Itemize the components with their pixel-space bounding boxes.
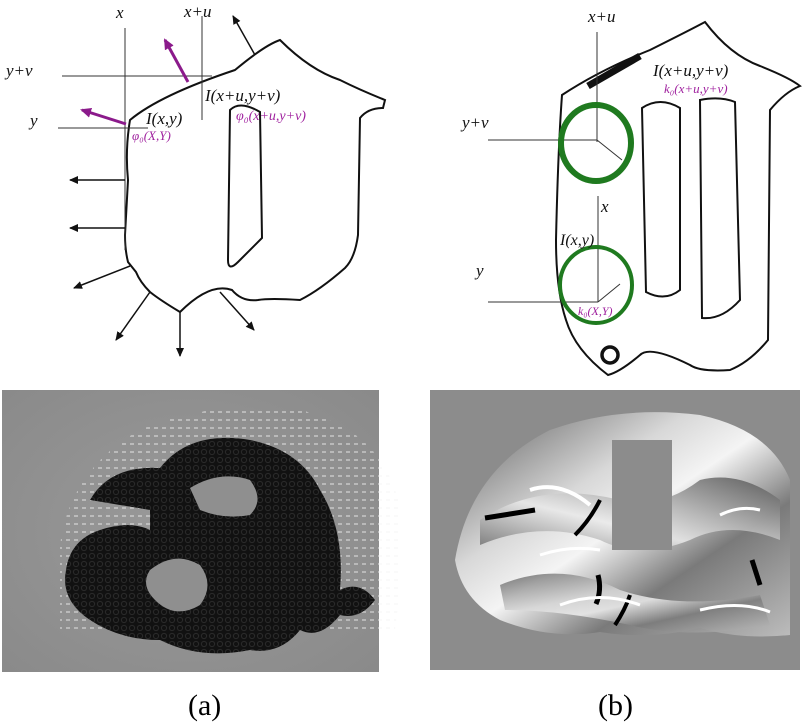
- caption-b: (b): [598, 689, 633, 722]
- label-I-xu-yv-b: I(x+u,y+v): [652, 61, 729, 80]
- bright-stripe: [539, 546, 601, 557]
- label-xu: x+u: [183, 2, 212, 21]
- bright-stripe: [719, 506, 761, 517]
- glyph-a-counter: [226, 104, 264, 268]
- normal-arrow: [232, 15, 256, 56]
- small-circle: [600, 345, 620, 365]
- label-k-xy-b: k₀(X,Y): [578, 304, 613, 318]
- diag-line-b2: [597, 283, 621, 303]
- letter-a-counter: [146, 558, 208, 612]
- panel-a-image: [2, 390, 401, 672]
- phi-vector-xy: [80, 107, 127, 126]
- panel-b-image: [430, 390, 800, 670]
- panel-b-diagram: x+u I(x+u,y+v) k₀(x+u,y+v) y+v x I(x,y) …: [460, 7, 802, 377]
- label-I-xy-b: I(x,y): [559, 232, 594, 249]
- label-yv-b: y+v: [460, 113, 489, 132]
- label-phi-xy: φ₀(X,Y): [132, 128, 171, 143]
- kappa-segment: [586, 52, 642, 90]
- panel-a-diagram: x x+u y+v y I(x+u,y+v) φ₀(x+u,y+v) I(x,y…: [4, 2, 387, 357]
- label-x: x: [115, 3, 124, 22]
- phi-vector-xu-yv: [163, 38, 190, 83]
- curvature-circle-top: [558, 102, 634, 184]
- glyph-a-outline: [123, 38, 387, 314]
- label-x-b: x: [600, 197, 609, 216]
- dark-stripe: [613, 594, 632, 627]
- label-I-xu-yv: I(x+u,y+v): [204, 86, 281, 105]
- label-yv: y+v: [4, 61, 33, 80]
- dark-stripe: [573, 499, 602, 537]
- dark-stripe: [749, 559, 763, 586]
- normal-arrow: [73, 265, 131, 289]
- label-xu-b: x+u: [587, 7, 616, 26]
- dark-stripe: [484, 507, 536, 521]
- glyph-b-counter-right: [698, 97, 742, 320]
- bright-stripe: [699, 603, 771, 614]
- bright-stripe: [559, 596, 641, 607]
- bright-stripe: [529, 485, 592, 507]
- normal-arrow: [115, 291, 151, 341]
- label-y-b: y: [474, 261, 484, 280]
- inner-notch: [612, 440, 672, 550]
- letter-a-blob: [65, 437, 375, 654]
- dark-stripe: [593, 574, 603, 605]
- caption-a: (a): [188, 689, 221, 722]
- glyph-b-counter: [640, 101, 681, 298]
- label-I-xy: I(x,y): [145, 109, 183, 128]
- diag-line-b1: [596, 139, 623, 161]
- label-y: y: [28, 111, 38, 130]
- label-phi-xu-yv: φ₀(x+u,y+v): [236, 109, 306, 124]
- curvature-circle-bottom: [558, 245, 634, 325]
- letter-a-notch: [190, 476, 258, 517]
- normal-arrow: [219, 291, 255, 331]
- label-k-xu-yv-b: k₀(x+u,y+v): [664, 81, 728, 96]
